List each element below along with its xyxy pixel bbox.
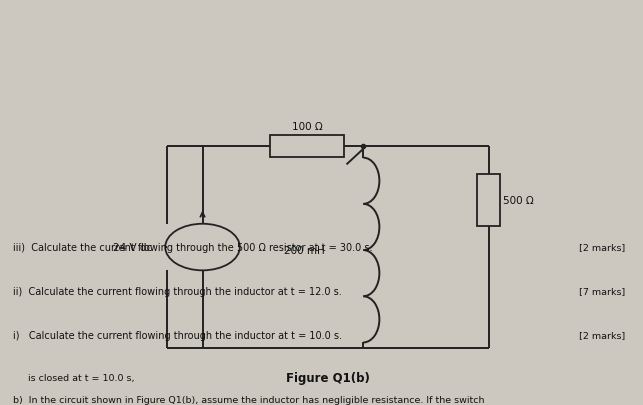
Text: 200 mH: 200 mH [284, 245, 325, 256]
Text: b)  In the circuit shown in Figure Q1(b), assume the inductor has negligible res: b) In the circuit shown in Figure Q1(b),… [13, 395, 484, 404]
Text: 500 Ω: 500 Ω [503, 195, 534, 205]
Bar [477, 174, 500, 226]
Text: [7 marks]: [7 marks] [579, 286, 625, 296]
Bar [270, 135, 344, 157]
Text: i)   Calculate the current flowing through the inductor at t = 10.0 s.: i) Calculate the current flowing through… [13, 330, 342, 341]
Text: Figure Q1(b): Figure Q1(b) [286, 371, 370, 384]
Text: [2 marks]: [2 marks] [579, 243, 625, 252]
Text: ii)  Calculate the current flowing through the inductor at t = 12.0 s.: ii) Calculate the current flowing throug… [13, 286, 341, 296]
Text: [2 marks]: [2 marks] [579, 330, 625, 339]
Text: iii)  Calculate the current flowing through the 500 Ω resistor at t = 30.0 s.: iii) Calculate the current flowing throu… [13, 243, 372, 252]
Text: 100 Ω: 100 Ω [292, 121, 322, 131]
Text: is closed at t = 10.0 s,: is closed at t = 10.0 s, [13, 373, 134, 382]
Text: 24 V dc: 24 V dc [113, 243, 152, 252]
